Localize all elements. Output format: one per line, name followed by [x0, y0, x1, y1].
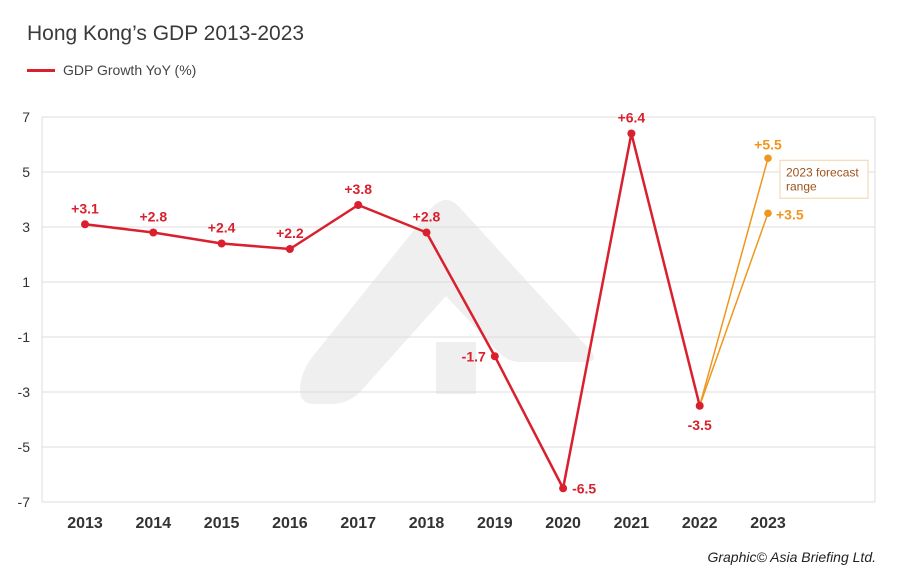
y-tick-label: -7: [18, 494, 31, 510]
data-point: [149, 228, 158, 237]
x-axis: 2013 2014 2015 2016 2017 2018 2019 2020 2021 2022…: [67, 515, 786, 532]
series-line: [84, 132, 701, 490]
forecast-low-point: [764, 209, 772, 218]
data-point: [81, 220, 89, 229]
y-axis: 7 5 3 1 -1 -3 -5 -7: [18, 109, 31, 510]
x-tick-label: 2023: [750, 515, 786, 532]
data-point: [285, 245, 294, 253]
x-tick-label: 2017: [340, 515, 376, 532]
data-labels: +3.1 +2.8 +2.4 +2.2 +3.8 +2.8 -1.7 -6.5 +6.4 -3.5: [71, 110, 712, 497]
x-tick-label: 2019: [477, 515, 513, 532]
grid: [41, 116, 876, 503]
y-tick-label: 3: [22, 219, 30, 235]
x-tick-label: 2020: [545, 515, 581, 532]
forecast-high-label: +5.5: [754, 136, 782, 152]
data-point: [490, 352, 499, 361]
x-tick-label: 2021: [614, 515, 650, 532]
legend-swatch: [27, 68, 55, 72]
forecast-high-point: [764, 154, 772, 163]
y-tick-label: -3: [18, 384, 31, 400]
data-label: -6.5: [572, 480, 596, 496]
data-point: [354, 201, 363, 209]
x-tick-label: 2016: [272, 515, 308, 532]
y-tick-label: 1: [22, 274, 30, 290]
data-point: [627, 129, 636, 138]
gdp-series: [81, 129, 704, 493]
forecast-low-line: [698, 212, 769, 407]
forecast-note-box: [779, 159, 869, 199]
data-point: [559, 484, 568, 493]
data-point: [422, 228, 431, 237]
y-tick-label: 5: [22, 164, 30, 180]
data-label: +2.2: [276, 225, 304, 241]
y-tick-label: 7: [22, 109, 30, 125]
data-label: +3.8: [344, 181, 372, 197]
forecast-note-line: 2023 forecast: [786, 165, 859, 179]
legend-label: GDP Growth YoY (%): [63, 62, 197, 78]
x-tick-label: 2022: [682, 515, 718, 532]
credit: Graphic© Asia Briefing Ltd.: [707, 549, 876, 565]
y-tick-label: -5: [18, 439, 31, 455]
data-label: +3.1: [71, 200, 99, 216]
data-label: -1.7: [462, 348, 486, 364]
forecast-high-line: [698, 158, 769, 406]
x-tick-label: 2013: [67, 515, 103, 532]
y-tick-label: -1: [18, 329, 31, 345]
data-label: +2.8: [413, 209, 441, 225]
forecast-note-line: range: [786, 179, 817, 193]
x-tick-label: 2018: [409, 515, 445, 532]
data-point: [695, 401, 704, 410]
data-point: [217, 239, 226, 248]
watermark-logo: [300, 200, 594, 404]
data-label: +2.8: [139, 209, 167, 225]
data-label: +6.4: [618, 110, 646, 126]
data-label: -3.5: [688, 417, 712, 433]
data-label: +2.4: [208, 220, 236, 236]
x-tick-label: 2014: [136, 515, 172, 532]
x-tick-label: 2015: [204, 515, 240, 532]
forecast-low-label: +3.5: [776, 206, 804, 222]
chart-title: Hong Kong’s GDP 2013-2023: [27, 22, 305, 45]
legend: GDP Growth YoY (%): [27, 62, 196, 78]
